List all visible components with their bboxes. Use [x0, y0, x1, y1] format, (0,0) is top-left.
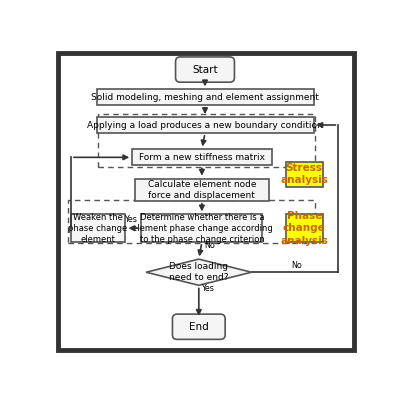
Bar — [132, 149, 272, 165]
Text: Does loading
need to end?: Does loading need to end? — [169, 262, 228, 282]
Polygon shape — [146, 259, 252, 285]
Text: Yes: Yes — [124, 215, 137, 224]
Text: Solid modeling, meshing and element assignment: Solid modeling, meshing and element assi… — [91, 93, 319, 102]
Bar — [286, 214, 323, 242]
Bar — [68, 200, 315, 243]
Text: Calculate element node
force and displacement: Calculate element node force and displac… — [148, 180, 256, 200]
Bar — [135, 178, 268, 201]
Text: Form a new stiffness matrix: Form a new stiffness matrix — [139, 153, 265, 162]
Text: No: No — [204, 241, 215, 250]
Text: Determine whether there is a
element phase change according
to the phase change : Determine whether there is a element pha… — [132, 212, 272, 244]
Text: Applying a load produces a new boundary condition: Applying a load produces a new boundary … — [87, 120, 323, 130]
Bar — [96, 117, 314, 133]
Bar — [142, 214, 262, 242]
Text: No: No — [291, 261, 302, 270]
Bar — [286, 162, 323, 186]
FancyBboxPatch shape — [176, 57, 234, 82]
Bar — [98, 114, 315, 166]
Text: Weaken the
phase change
element: Weaken the phase change element — [68, 212, 128, 244]
Bar — [96, 89, 314, 105]
Text: Start: Start — [192, 64, 218, 74]
FancyBboxPatch shape — [172, 314, 225, 339]
Bar — [71, 214, 125, 242]
Text: Phase
change
analysis: Phase change analysis — [280, 211, 328, 246]
Text: Yes: Yes — [201, 284, 214, 293]
Text: End: End — [189, 322, 209, 332]
Text: Stress
analysis: Stress analysis — [280, 163, 328, 186]
